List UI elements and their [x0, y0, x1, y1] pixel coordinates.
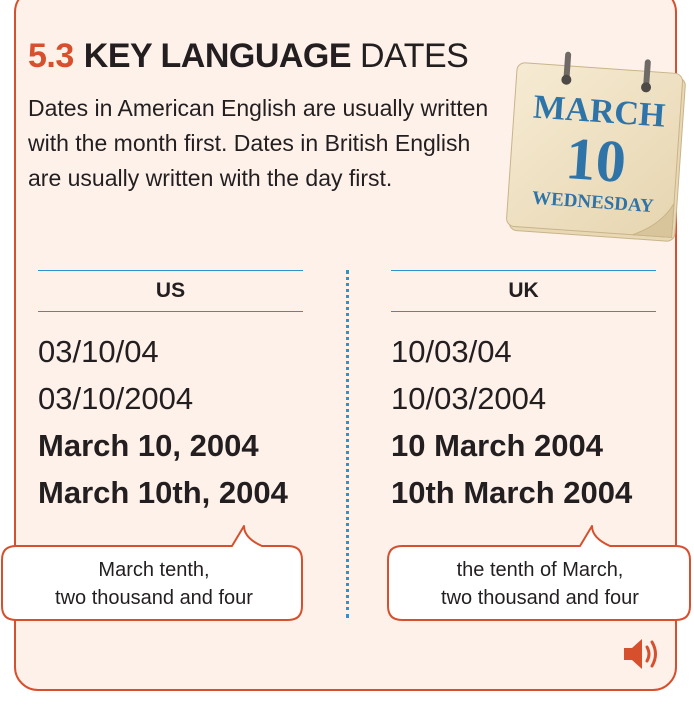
us-date-list: 03/10/04 03/10/2004 March 10, 2004 March… [38, 328, 288, 516]
title-bold: KEY LANGUAGE [83, 37, 352, 75]
us-date-ordinal: March 10th, 2004 [38, 475, 288, 510]
column-divider [346, 270, 349, 618]
uk-spoken-line-1: the tenth of March, [456, 559, 624, 581]
uk-heading: UK [391, 270, 656, 312]
calendar-month: MARCH [532, 89, 666, 135]
calendar-illustration: MARCH 10 WEDNESDAY [506, 51, 686, 242]
us-date-written: March 10, 2004 [38, 428, 259, 463]
intro-text: Dates in American English are usually wr… [28, 95, 489, 191]
uk-spoken-text: the tenth of March, two thousand and fou… [386, 556, 694, 612]
calendar-day: 10 [564, 125, 628, 195]
us-heading: US [38, 270, 303, 312]
section-title: 5.3 KEY LANGUAGE DATES [28, 36, 469, 76]
uk-spoken-line-2: two thousand and four [441, 587, 639, 609]
speaker-icon[interactable] [622, 636, 662, 672]
us-date-numeric: 03/10/2004 [38, 381, 194, 416]
uk-date-written: 10 March 2004 [391, 428, 603, 463]
us-spoken-line-1: March tenth, [98, 559, 210, 581]
section-number: 5.3 [28, 37, 74, 75]
us-date-short: 03/10/04 [38, 334, 159, 369]
uk-date-list: 10/03/04 10/03/2004 10 March 2004 10th M… [391, 328, 632, 516]
uk-date-numeric: 10/03/2004 [391, 381, 547, 416]
us-spoken-text: March tenth, two thousand and four [0, 556, 308, 612]
title-light: DATES [360, 37, 469, 75]
uk-speech-bubble: the tenth of March, two thousand and fou… [386, 522, 694, 624]
us-spoken-line-2: two thousand and four [55, 587, 253, 609]
us-speech-bubble: March tenth, two thousand and four [0, 522, 308, 624]
uk-date-short: 10/03/04 [391, 334, 512, 369]
uk-date-ordinal: 10th March 2004 [391, 475, 633, 510]
